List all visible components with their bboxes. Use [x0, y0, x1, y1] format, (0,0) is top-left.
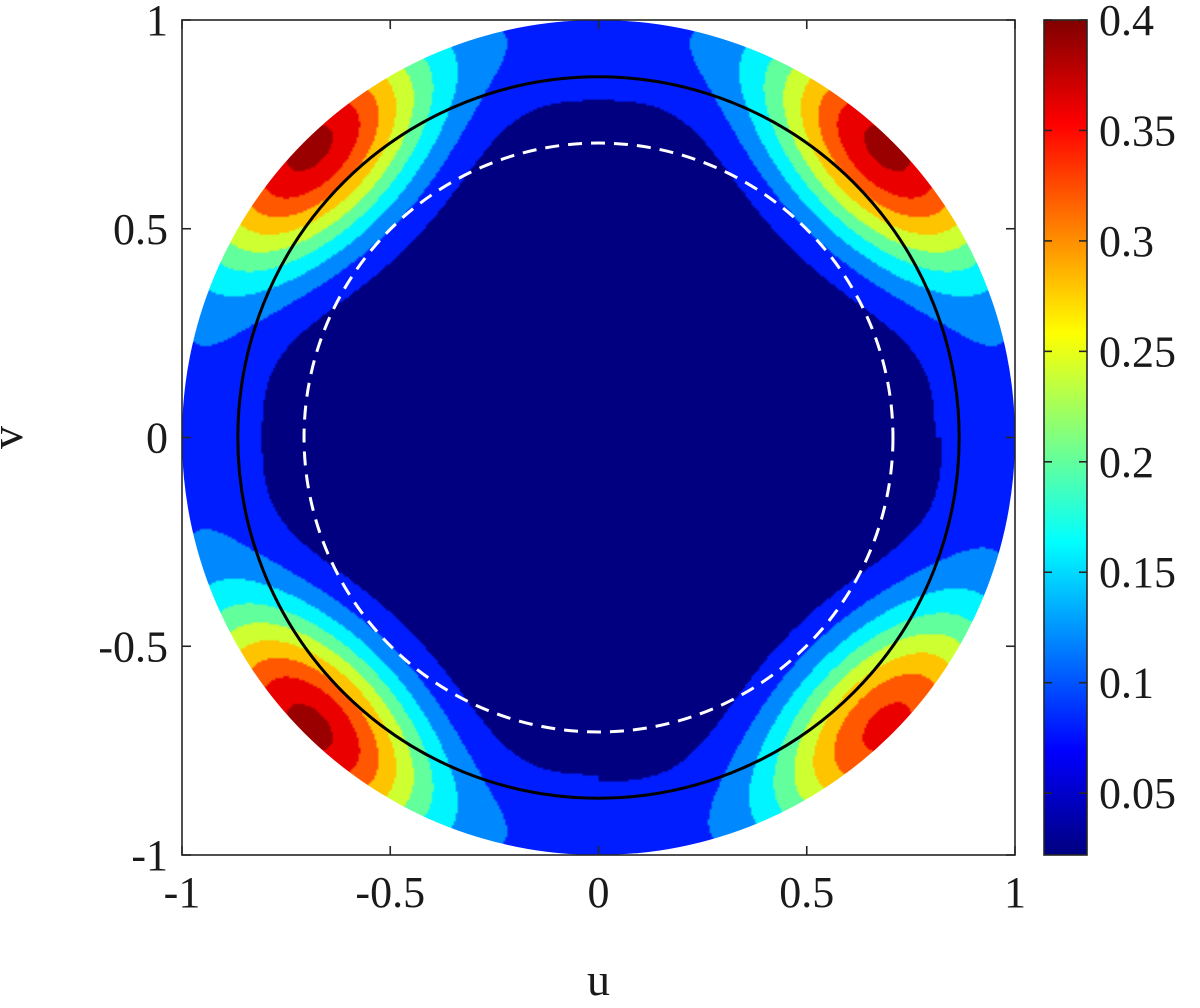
x-axis-label: u	[587, 954, 610, 1005]
colorbar-gradient	[1044, 20, 1087, 855]
x-tick-label: -1	[164, 868, 201, 917]
y-tick-label: 0	[146, 414, 168, 463]
colorbar-tick-label: 0.05	[1099, 769, 1176, 818]
x-tick-label: -0.5	[355, 868, 425, 917]
x-tick-label: 1	[1004, 868, 1026, 917]
colorbar-tick-label: 0.3	[1099, 217, 1154, 266]
colorbar: 0.05 0.1 0.15 0.2 0.25 0.3 0.35 0.4	[1043, 0, 1176, 856]
colorbar-tick-label: 0.35	[1099, 106, 1176, 155]
contour-fill	[182, 20, 1015, 855]
y-tick-label: -0.5	[98, 622, 168, 671]
colorbar-tick-label: 0.1	[1099, 659, 1154, 708]
colorbar-tick-label: 0.15	[1099, 548, 1176, 597]
x-tick-label: 0.5	[779, 868, 834, 917]
colorbar-tick-label: 0.4	[1099, 0, 1154, 45]
y-tick-label: -1	[131, 831, 168, 880]
y-axis-ticks: -1 -0.5 0 0.5 1	[98, 0, 1015, 880]
colorbar-tick-label: 0.2	[1099, 438, 1154, 487]
plot-area: -1 -0.5 0 0.5 1 -1 -0.5 0 0.5 1	[98, 0, 1026, 917]
colorbar-ticks: 0.05 0.1 0.15 0.2 0.25 0.3 0.35 0.4	[1044, 0, 1176, 818]
colorbar-frame	[1043, 19, 1088, 856]
y-axis-label: v	[0, 426, 32, 449]
colorbar-tick-label: 0.25	[1099, 327, 1176, 376]
y-tick-label: 0.5	[113, 205, 168, 254]
y-tick-label: 1	[146, 0, 168, 45]
dashed-white-circle	[302, 141, 895, 734]
x-axis-ticks: -1 -0.5 0 0.5 1	[164, 20, 1026, 917]
solid-black-circle	[236, 75, 961, 800]
x-tick-label: 0	[588, 868, 610, 917]
